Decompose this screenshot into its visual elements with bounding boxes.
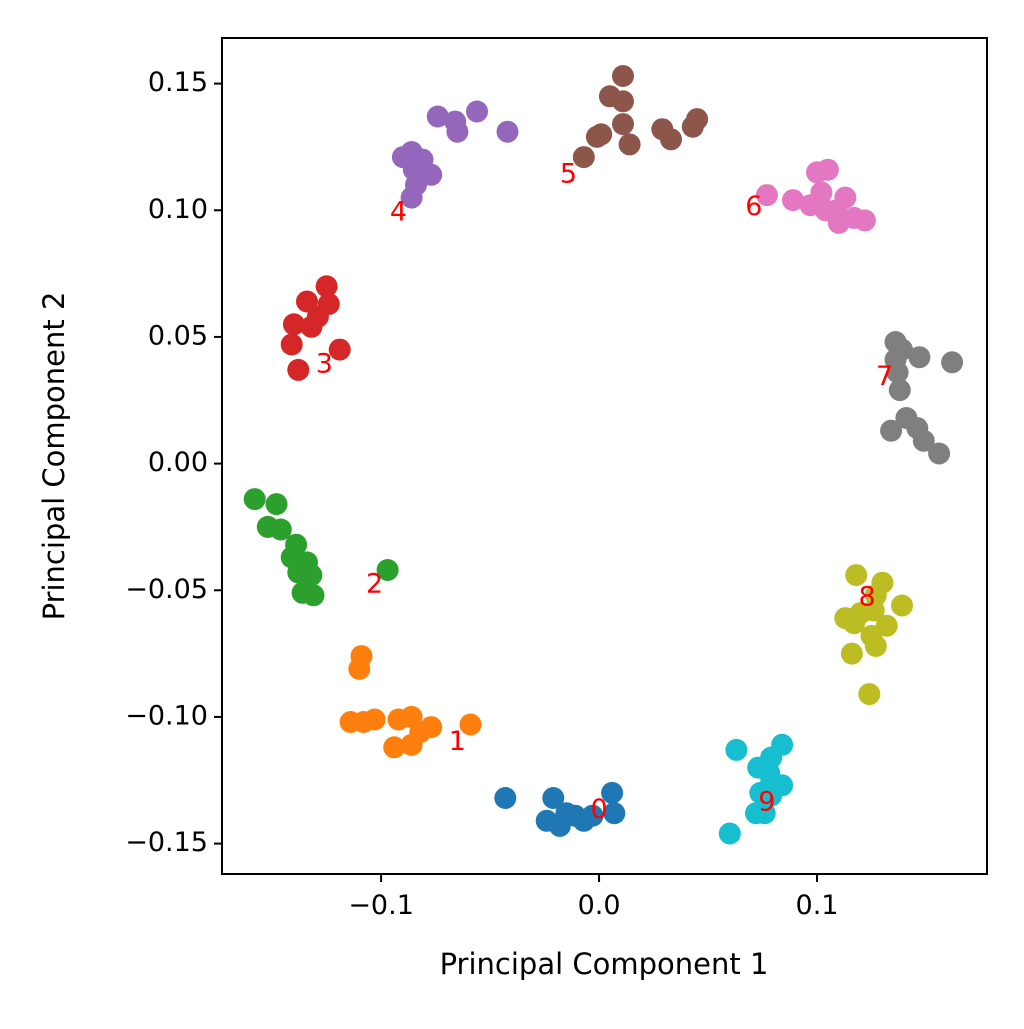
y-tick-label: −0.15 <box>125 827 208 858</box>
cluster-3-point <box>280 333 303 356</box>
cluster-0-point <box>603 802 626 825</box>
x-tick-label: 0.0 <box>578 890 621 921</box>
cluster-5-point <box>612 65 634 87</box>
cluster-7-point <box>941 351 964 374</box>
cluster-3-point <box>300 315 323 338</box>
x-tick-label: 0.1 <box>796 890 839 921</box>
cluster-4-point <box>496 120 519 143</box>
cluster-label-6: 6 <box>745 191 762 222</box>
cluster-3-point <box>328 338 351 361</box>
cluster-2-point <box>300 564 323 587</box>
cluster-label-1: 1 <box>449 726 466 757</box>
cluster-6-point <box>782 189 804 212</box>
cluster-label-4: 4 <box>390 196 407 227</box>
plot-frame <box>221 37 988 875</box>
cluster-label-7: 7 <box>876 361 893 392</box>
cluster-1-point <box>459 713 482 736</box>
cluster-7-point <box>928 442 951 465</box>
y-tick-label: 0.15 <box>148 67 208 98</box>
y-tick-label: 0.10 <box>148 194 208 225</box>
points-layer <box>243 65 964 845</box>
cluster-9-point <box>760 784 783 807</box>
cluster-label-5: 5 <box>560 158 577 189</box>
cluster-2-point <box>243 488 266 511</box>
cluster-2-point <box>265 493 288 516</box>
cluster-7-point <box>908 346 931 369</box>
cluster-8-point <box>840 642 863 665</box>
cluster-5-point <box>572 146 595 169</box>
cluster-8-point <box>843 612 866 635</box>
cluster-9-point <box>718 822 741 845</box>
cluster-5-point <box>686 108 709 131</box>
cluster-labels-layer: 0 1 2 3 4 5 6 7 8 9 <box>316 158 893 825</box>
cluster-4-point <box>466 100 488 123</box>
cluster-4-point <box>426 105 449 128</box>
cluster-5-point <box>585 125 608 148</box>
cluster-6-point <box>810 181 833 204</box>
cluster-8-point <box>845 564 868 587</box>
cluster-8-point <box>864 635 887 657</box>
y-tick-label: 0.00 <box>148 447 208 478</box>
cluster-label-2: 2 <box>366 569 383 600</box>
cluster-6-point <box>816 158 839 181</box>
cluster-2-point <box>376 559 399 581</box>
cluster-0-point <box>581 804 604 827</box>
cluster-label-3: 3 <box>316 348 333 379</box>
cluster-3-point <box>287 358 310 381</box>
cluster-8-point <box>891 594 913 617</box>
cluster-6-point <box>755 184 778 207</box>
y-axis-label: Principal Component 2 <box>37 292 71 621</box>
cluster-3-point <box>315 275 338 298</box>
cluster-7-point <box>880 419 903 442</box>
cluster-0-point <box>601 781 624 804</box>
y-tick-label: 0.05 <box>148 320 208 351</box>
x-axis: −0.1 0.0 0.1 <box>348 874 838 921</box>
cluster-1-point <box>383 736 406 759</box>
x-tick-label: −0.1 <box>348 890 414 921</box>
cluster-5-point <box>618 133 641 156</box>
cluster-3-point <box>282 313 305 336</box>
cluster-label-0: 0 <box>591 794 608 825</box>
cluster-4-point <box>446 120 469 143</box>
cluster-4-point <box>400 186 423 209</box>
cluster-5-point <box>612 90 634 113</box>
cluster-9-point <box>753 802 776 825</box>
y-tick-label: −0.05 <box>125 574 208 605</box>
cluster-7-point <box>888 379 911 402</box>
cluster-0-point <box>494 787 517 809</box>
cluster-5-point <box>612 113 634 136</box>
cluster-1-point <box>363 708 386 731</box>
cluster-label-8: 8 <box>859 581 876 612</box>
cluster-8-point <box>858 683 881 706</box>
cluster-7-point <box>886 361 909 384</box>
cluster-1-point <box>420 716 443 739</box>
cluster-6-point <box>834 186 857 209</box>
y-axis: 0.15 0.10 0.05 0.00 −0.05 −0.10 −0.15 <box>125 67 222 858</box>
cluster-6-point <box>853 209 876 232</box>
cluster-7-point <box>912 429 935 452</box>
x-axis-label: Principal Component 1 <box>440 947 769 981</box>
cluster-0-point <box>542 787 565 809</box>
cluster-label-9: 9 <box>758 787 775 818</box>
cluster-5-point <box>660 128 682 151</box>
y-tick-label: −0.10 <box>125 700 208 731</box>
cluster-2-point <box>302 584 325 607</box>
cluster-9-point <box>725 738 748 761</box>
cluster-3-point <box>296 290 318 313</box>
cluster-1-point <box>348 657 371 680</box>
cluster-2-point <box>269 518 292 541</box>
